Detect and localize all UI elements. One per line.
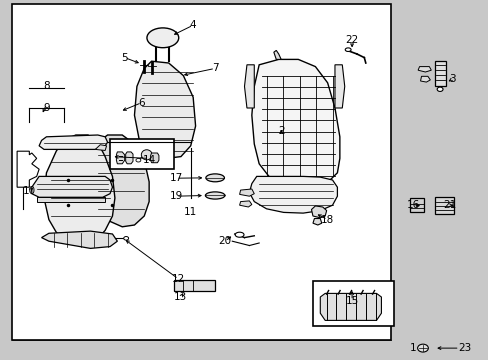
Polygon shape bbox=[85, 236, 110, 247]
Ellipse shape bbox=[345, 48, 350, 51]
Polygon shape bbox=[420, 76, 429, 82]
Polygon shape bbox=[311, 206, 326, 218]
Ellipse shape bbox=[136, 158, 141, 162]
Polygon shape bbox=[320, 293, 381, 320]
Text: 4: 4 bbox=[189, 20, 196, 30]
Bar bbox=[434, 61, 445, 86]
Polygon shape bbox=[417, 67, 430, 72]
Polygon shape bbox=[251, 59, 339, 187]
Polygon shape bbox=[125, 152, 133, 164]
Polygon shape bbox=[44, 135, 115, 245]
Text: 2: 2 bbox=[277, 126, 284, 136]
Text: 15: 15 bbox=[345, 296, 358, 306]
Ellipse shape bbox=[205, 174, 224, 182]
Polygon shape bbox=[273, 50, 281, 59]
Polygon shape bbox=[95, 145, 106, 150]
Polygon shape bbox=[93, 135, 149, 227]
Text: 6: 6 bbox=[138, 98, 145, 108]
Text: 17: 17 bbox=[169, 173, 183, 183]
Ellipse shape bbox=[123, 237, 128, 240]
Text: 22: 22 bbox=[345, 35, 358, 45]
Polygon shape bbox=[17, 151, 39, 187]
Bar bbox=[173, 280, 215, 291]
Bar bbox=[434, 197, 453, 214]
Text: 3: 3 bbox=[448, 74, 455, 84]
Polygon shape bbox=[37, 197, 105, 202]
Polygon shape bbox=[312, 219, 321, 225]
Text: 10: 10 bbox=[23, 186, 36, 196]
Ellipse shape bbox=[205, 192, 224, 199]
Text: 7: 7 bbox=[211, 63, 218, 73]
Polygon shape bbox=[41, 231, 117, 248]
Text: 21: 21 bbox=[442, 200, 456, 210]
Bar bbox=[409, 198, 424, 212]
Polygon shape bbox=[134, 61, 195, 158]
Text: 18: 18 bbox=[320, 215, 334, 225]
Text: 9: 9 bbox=[43, 103, 50, 113]
Text: 13: 13 bbox=[174, 292, 187, 302]
Text: 8: 8 bbox=[43, 81, 50, 91]
Bar bbox=[312, 281, 393, 326]
Ellipse shape bbox=[436, 87, 442, 91]
Text: 12: 12 bbox=[171, 274, 185, 284]
Polygon shape bbox=[239, 189, 254, 196]
Text: 1: 1 bbox=[409, 343, 416, 353]
Polygon shape bbox=[150, 153, 159, 163]
Ellipse shape bbox=[417, 344, 427, 352]
Polygon shape bbox=[334, 65, 344, 108]
Text: 16: 16 bbox=[406, 200, 419, 210]
Ellipse shape bbox=[147, 28, 179, 48]
Text: 19: 19 bbox=[169, 191, 183, 201]
Text: 20: 20 bbox=[218, 236, 231, 246]
Polygon shape bbox=[116, 152, 124, 164]
Bar bbox=[12, 4, 390, 340]
Text: 5: 5 bbox=[121, 53, 128, 63]
Polygon shape bbox=[32, 176, 112, 197]
Text: 11: 11 bbox=[183, 207, 197, 217]
Text: 14: 14 bbox=[142, 155, 156, 165]
Polygon shape bbox=[39, 135, 107, 149]
Ellipse shape bbox=[141, 150, 152, 160]
Polygon shape bbox=[239, 201, 251, 207]
Polygon shape bbox=[244, 65, 254, 108]
Text: 23: 23 bbox=[457, 343, 470, 353]
Polygon shape bbox=[249, 176, 337, 213]
Bar bbox=[110, 139, 173, 169]
Bar bbox=[317, 286, 388, 322]
Ellipse shape bbox=[235, 232, 244, 237]
